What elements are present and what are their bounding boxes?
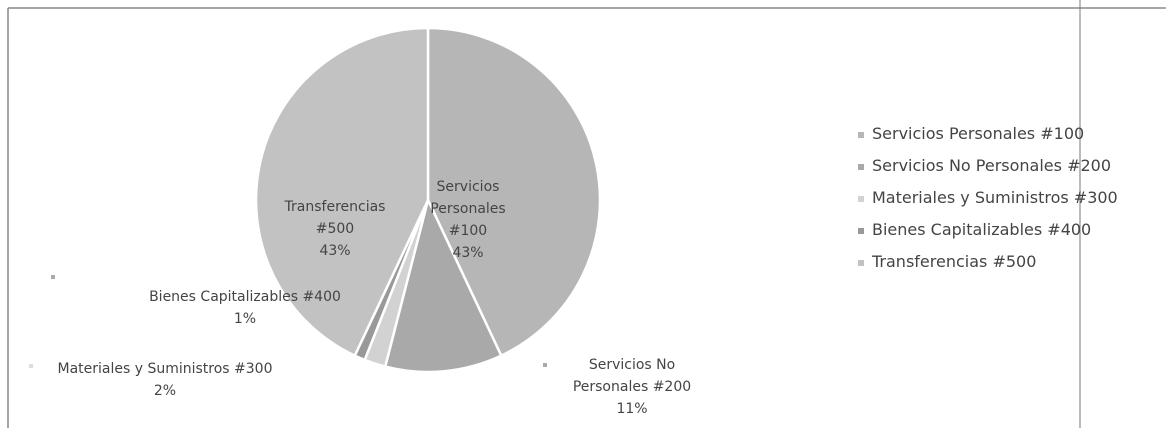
data-label: Materiales y Suministros #300 2% (40, 358, 290, 402)
legend-item: Servicios Personales #100 (858, 124, 1084, 143)
pie-slice (426, 26, 602, 358)
legend-item: Bienes Capitalizables #400 (858, 220, 1091, 239)
legend-label: Materiales y Suministros #300 (872, 188, 1118, 207)
data-label: Transferencias #500 43% (270, 196, 400, 262)
legend-swatch (858, 195, 864, 202)
data-label-value: 1% (233, 311, 257, 327)
legend-label: Transferencias #500 (872, 252, 1037, 271)
data-label-name: Materiales y Suministros #300 (57, 361, 273, 377)
pie-slice (254, 26, 430, 358)
data-label-name: Transferencias #500 (284, 199, 386, 237)
legend-label: Bienes Capitalizables #400 (872, 220, 1092, 239)
data-label-value: 43% (452, 245, 484, 261)
legend-label: Servicios Personales #100 (872, 124, 1085, 143)
legend-swatch (858, 227, 864, 234)
label-marker (543, 363, 547, 367)
legend-item: Servicios No Personales #200 (858, 156, 1111, 175)
pie-slice (383, 196, 503, 374)
legend-swatch (858, 131, 864, 138)
data-label-value: 2% (153, 383, 177, 399)
legend-swatch (858, 259, 864, 266)
data-label: Bienes Capitalizables #400 1% (70, 286, 420, 330)
data-label-name: Bienes Capitalizables #400 (149, 289, 341, 305)
legend-label: Servicios No Personales #200 (872, 156, 1112, 175)
legend-swatch (858, 163, 864, 170)
data-label-value: 11% (616, 401, 648, 417)
label-marker (29, 364, 33, 368)
legend-item: Transferencias #500 (858, 252, 1036, 271)
label-marker (51, 275, 55, 279)
data-label-value: 43% (319, 243, 351, 259)
data-label: Servicios Personales #100 43% (418, 176, 518, 264)
legend-item: Materiales y Suministros #300 (858, 188, 1118, 207)
data-label-name: Servicios Personales #100 (430, 179, 506, 239)
data-label: Servicios No Personales #200 11% (552, 354, 712, 420)
data-label-name: Servicios No Personales #200 (572, 357, 692, 395)
